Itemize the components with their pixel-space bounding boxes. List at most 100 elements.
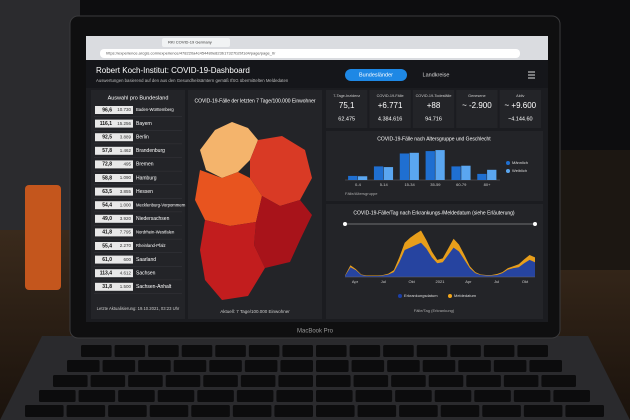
bar: [409, 152, 419, 180]
value-box: [95, 228, 133, 237]
state-name[interactable]: Sachsen: [136, 271, 156, 277]
legend-swatch: [506, 169, 510, 173]
key: [148, 345, 179, 357]
cases: 495: [123, 162, 131, 167]
key: [276, 390, 313, 402]
state-name[interactable]: Nordrhein-Westfalen: [136, 230, 175, 235]
state-name[interactable]: Niedersachsen: [136, 216, 170, 222]
key: [236, 390, 274, 402]
state-name[interactable]: Bremen: [136, 162, 154, 168]
laptop-label: MacBook Pro: [297, 329, 334, 335]
key: [102, 360, 136, 372]
axis-label: Fälle/Tag (Erkrankung): [414, 308, 455, 313]
key: [316, 375, 351, 387]
kpi-label: Genesene: [468, 94, 486, 98]
incidence: 96,6: [102, 107, 112, 113]
bar: [357, 176, 368, 180]
key: [25, 405, 64, 417]
key: [351, 360, 385, 372]
state-name[interactable]: Brandenburg: [136, 148, 165, 154]
map: [195, 122, 312, 300]
state-name[interactable]: Sachsen-Anhalt: [136, 284, 172, 290]
key: [90, 375, 126, 387]
legend-label: Weiblich: [512, 168, 527, 173]
value-box: [95, 255, 133, 264]
kpi-value: 75,1: [339, 101, 355, 110]
x-tick-label: 5-14: [380, 182, 389, 187]
map-footer: Aktuell: 7 Tage/100.000 Einwohner: [220, 309, 290, 314]
chart-title: COVID-19-Fälle/Tag nach Erkrankungs-/Mel…: [353, 210, 515, 216]
key: [353, 375, 389, 387]
key: [387, 360, 420, 372]
browser-tab[interactable]: [162, 38, 230, 47]
daily-chart: Apr Jul Okt 2021 Apr Jul Okt Erkrankungsdatum Me…: [343, 222, 537, 313]
key: [157, 390, 195, 402]
key: [440, 405, 480, 417]
url: https://experience.arcgis.com/experience…: [106, 51, 276, 56]
kpi-box: [326, 90, 368, 128]
state-name[interactable]: Hessen: [136, 189, 153, 195]
bar: [477, 173, 487, 180]
cases: 600: [123, 257, 131, 262]
key: [391, 375, 426, 387]
cup: [25, 185, 61, 290]
key: [434, 390, 472, 402]
key: [53, 375, 88, 387]
key: [523, 405, 563, 417]
x-tick-label: Jul: [494, 279, 499, 284]
legend-swatch: [398, 294, 402, 298]
address-bar[interactable]: [100, 49, 520, 58]
key: [282, 345, 313, 357]
kpi-sub: 4.384.616: [378, 116, 402, 122]
key: [503, 375, 539, 387]
state-name[interactable]: Mecklenburg-Vorpommern: [136, 202, 186, 207]
key: [138, 360, 171, 372]
kpi-sub: 62.475: [338, 116, 355, 122]
button-label[interactable]: Landkreise: [423, 72, 450, 78]
area: [345, 242, 535, 277]
cases: 1.090: [120, 175, 132, 180]
age-chart: 0-4 5-14 15-34 35-59 60-79 80+ Männlich Weiblic…: [345, 150, 528, 196]
incidence: 61,0: [102, 257, 112, 263]
update-note: Letzte Aktualisierung: 19.10.2021, 03:23…: [97, 306, 180, 311]
map-region: [200, 122, 258, 178]
kpi-sub: 94.716: [425, 116, 442, 122]
state-name[interactable]: Baden-Württemberg: [136, 107, 174, 112]
kpi-value: +88: [427, 101, 441, 110]
dashboard-subtitle: Auswertungen basierend auf den aus den G…: [96, 78, 289, 83]
background-object: [560, 150, 630, 270]
incidence: 54,4: [102, 203, 112, 209]
key: [78, 390, 116, 402]
state-name[interactable]: Hamburg: [136, 175, 157, 181]
button-label: Bundesländer: [359, 72, 393, 78]
key: [209, 360, 242, 372]
slider-handle[interactable]: [343, 222, 347, 226]
menu-icon[interactable]: [528, 71, 535, 79]
states-list: 96,6 10.730 Baden-Württemberg 116,1 15.256 Ba…: [94, 106, 186, 294]
axis-label: Fälle/Altersgruppe: [345, 191, 378, 196]
state-name[interactable]: Rheinland-Pfalz: [136, 243, 166, 248]
key: [416, 345, 448, 357]
slider-handle[interactable]: [533, 222, 537, 226]
key: [173, 360, 207, 372]
key: [541, 375, 576, 387]
key: [278, 375, 313, 387]
kpi-label: Aktiv: [516, 94, 524, 98]
state-name[interactable]: Bayern: [136, 121, 152, 127]
value-box: [95, 106, 133, 114]
key: [248, 345, 280, 357]
key: [165, 375, 201, 387]
bar: [487, 169, 497, 180]
key: [81, 345, 112, 357]
state-name[interactable]: Berlin: [136, 135, 149, 141]
value-box: [95, 269, 133, 278]
key: [39, 390, 76, 402]
value-box: [95, 160, 133, 169]
key: [474, 390, 511, 402]
state-name[interactable]: Saarland: [136, 257, 156, 263]
value-box: [95, 174, 133, 182]
cases: 2.270: [120, 243, 132, 248]
value-box: [95, 146, 133, 155]
button[interactable]: [345, 69, 407, 81]
bar: [461, 165, 471, 180]
